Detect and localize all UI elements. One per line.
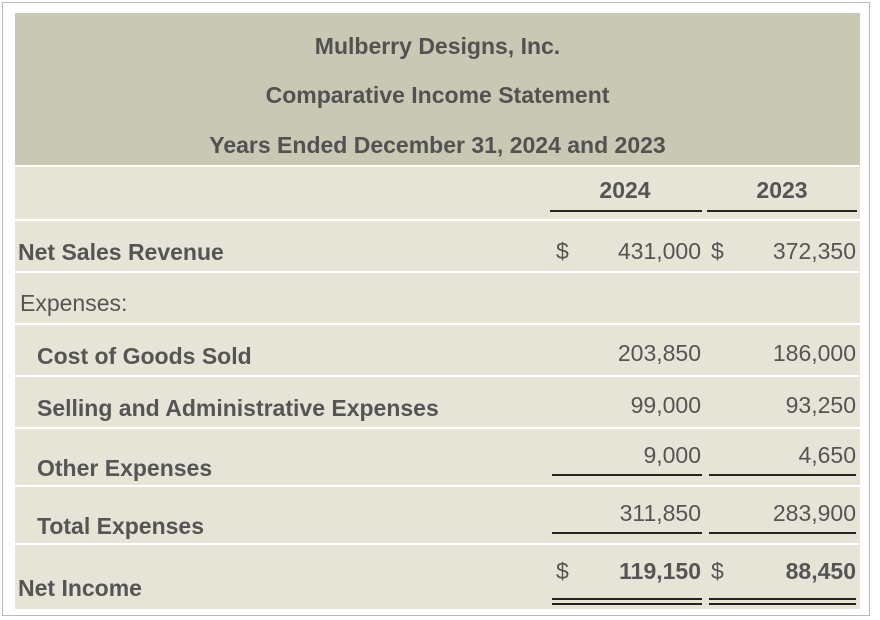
company-name: Mulberry Designs, Inc. <box>314 33 561 59</box>
expenses-header-label: Expenses: <box>20 290 128 316</box>
total-expenses-current: 311,850 <box>619 500 701 526</box>
net-income-label: Net Income <box>18 575 142 601</box>
net-income-current-dollar: $ <box>556 558 569 584</box>
net-income-prior-dollar: $ <box>711 558 724 584</box>
statement-period: Years Ended December 31, 2024 and 2023 <box>209 132 666 158</box>
year-current-underline <box>550 210 702 212</box>
cogs-row: Cost of Goods Sold 203,850 186,000 <box>15 325 860 375</box>
selling-admin-current: 99,000 <box>630 392 701 418</box>
cogs-label: Cost of Goods Sold <box>37 343 252 369</box>
statement-header: Mulberry Designs, Inc. Comparative Incom… <box>15 13 860 165</box>
other-expenses-prior: 4,650 <box>798 442 856 468</box>
income-statement: Mulberry Designs, Inc. Comparative Incom… <box>15 13 860 609</box>
net-sales-label: Net Sales Revenue <box>18 239 224 265</box>
expenses-header-row: Expenses: <box>15 273 860 323</box>
other-prior-underline <box>709 474 856 476</box>
selling-admin-label: Selling and Administrative Expenses <box>37 395 439 421</box>
statement-title: Comparative Income Statement <box>265 82 610 108</box>
year-prior-header: 2023 <box>756 177 808 203</box>
statement-frame: Mulberry Designs, Inc. Comparative Incom… <box>2 2 870 616</box>
net-income-current: 119,150 <box>619 558 701 584</box>
total-current-underline <box>552 532 702 534</box>
total-expenses-row: Total Expenses 311,850 283,900 <box>15 487 860 543</box>
net-sales-current-dollar: $ <box>556 238 569 264</box>
net-sales-prior-dollar: $ <box>711 238 724 264</box>
other-expenses-label: Other Expenses <box>37 455 213 481</box>
other-expenses-current: 9,000 <box>643 442 701 468</box>
year-prior-underline <box>707 210 857 212</box>
net-income-row: Net Income $ 119,150 $ 88,450 <box>15 545 860 609</box>
other-current-underline <box>552 474 702 476</box>
total-expenses-prior: 283,900 <box>772 500 856 526</box>
total-prior-underline <box>709 532 856 534</box>
net-sales-row: Net Sales Revenue $ 431,000 $ 372,350 <box>15 221 860 271</box>
selling-admin-prior: 93,250 <box>785 392 856 418</box>
year-current-header: 2024 <box>599 177 651 203</box>
net-sales-current: 431,000 <box>617 238 701 264</box>
year-header-row: 2024 2023 <box>15 167 860 219</box>
net-income-current-double-underline <box>552 598 702 605</box>
net-sales-prior: 372,350 <box>772 238 856 264</box>
total-expenses-label: Total Expenses <box>37 513 205 539</box>
selling-admin-row: Selling and Administrative Expenses 99,0… <box>15 377 860 427</box>
net-income-prior-double-underline <box>709 598 856 605</box>
net-income-prior: 88,450 <box>785 558 856 584</box>
cogs-prior: 186,000 <box>772 340 856 366</box>
cogs-current: 203,850 <box>617 340 701 366</box>
other-expenses-row: Other Expenses 9,000 4,650 <box>15 429 860 485</box>
